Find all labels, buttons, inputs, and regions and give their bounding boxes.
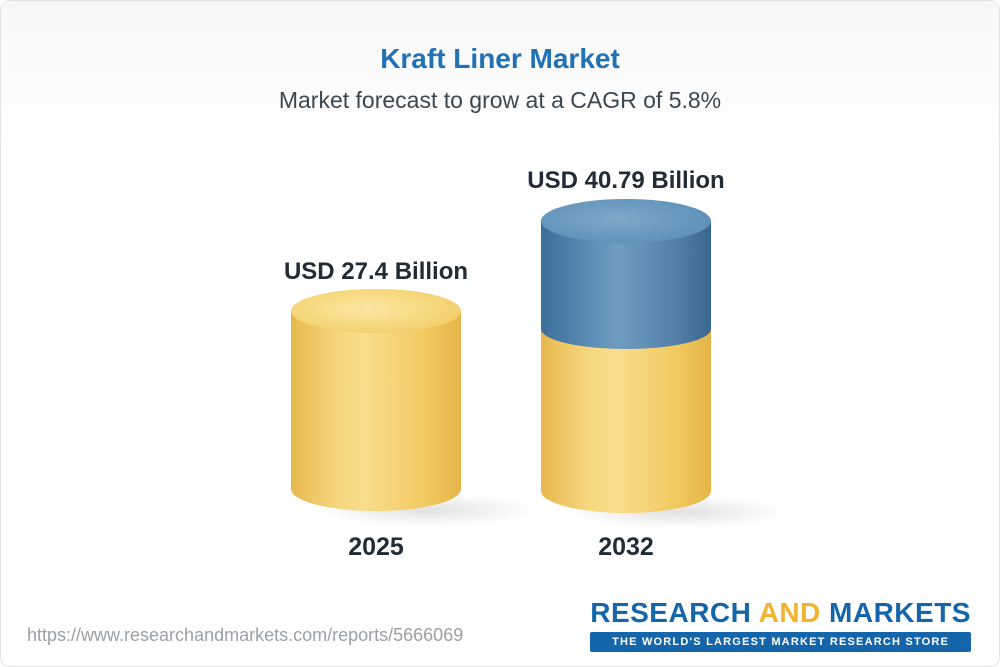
value-label-2032: USD 40.79 Billion xyxy=(527,167,725,194)
bar-2025-body xyxy=(291,311,461,511)
logo-word-markets: MARKETS xyxy=(820,597,971,628)
bar-2032-base-segment xyxy=(541,327,711,513)
bar-2032 xyxy=(541,199,711,513)
logo-wordmark: RESEARCH AND MARKETS xyxy=(590,597,971,629)
axis-label-2032: 2032 xyxy=(598,533,654,561)
page-title: Kraft Liner Market xyxy=(380,43,620,74)
report-url: https://www.researchandmarkets.com/repor… xyxy=(27,625,464,645)
value-label-2025: USD 27.4 Billion xyxy=(283,258,469,285)
research-and-markets-logo: RESEARCH AND MARKETS THE WORLD'S LARGEST… xyxy=(590,597,971,652)
logo-word-research: RESEARCH xyxy=(590,597,759,628)
bar-2032-top-ellipse xyxy=(541,199,711,243)
logo-tagline: THE WORLD'S LARGEST MARKET RESEARCH STOR… xyxy=(590,632,971,652)
bar-2025-top-ellipse xyxy=(291,289,461,333)
axis-label-2025: 2025 xyxy=(348,533,404,561)
logo-word-and: AND xyxy=(758,597,821,628)
page-subtitle: Market forecast to grow at a CAGR of 5.8… xyxy=(278,87,722,113)
bar-2025 xyxy=(291,289,461,511)
